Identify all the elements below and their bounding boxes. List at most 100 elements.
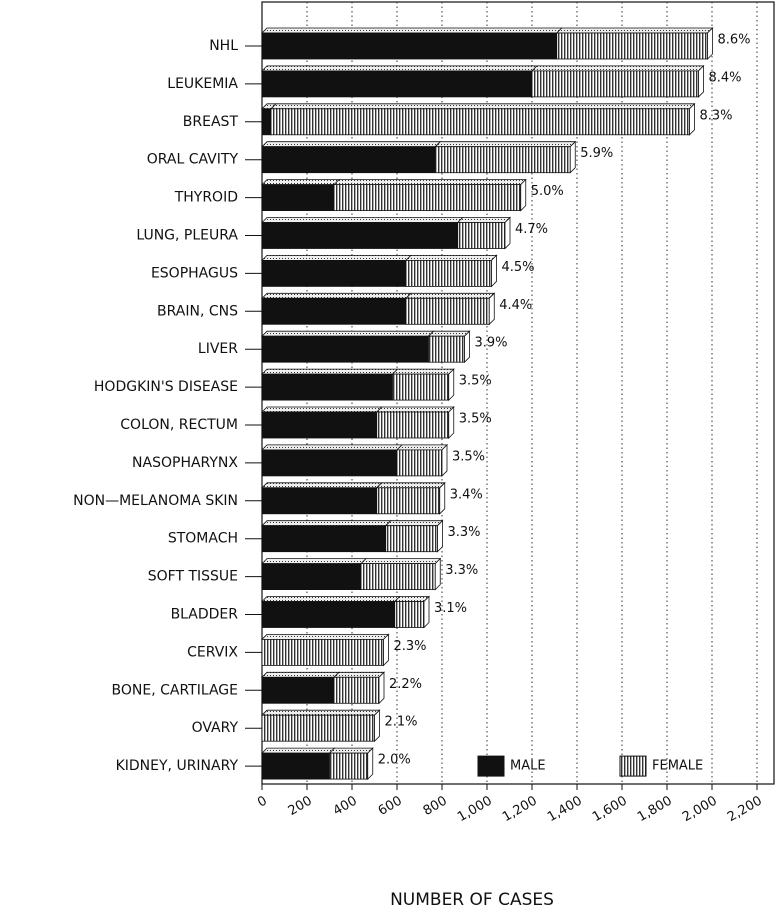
bar-side xyxy=(520,178,527,212)
bar xyxy=(270,108,690,136)
bar-top xyxy=(384,520,444,527)
annotation: 8.6% xyxy=(718,33,751,48)
bar xyxy=(261,563,362,590)
bar-side xyxy=(448,406,455,439)
x-tick-label: 2,200 xyxy=(725,794,765,826)
bar-top xyxy=(360,558,442,564)
x-tick-label: 1,400 xyxy=(545,794,585,826)
bar-top xyxy=(261,330,435,337)
bar xyxy=(360,563,436,590)
y-tick-label: STOMACH xyxy=(168,531,238,547)
bar xyxy=(261,601,396,628)
annotation: 3.1% xyxy=(434,601,467,616)
annotation: 3.3% xyxy=(448,525,481,540)
y-tick-label: SOFT TISSUE xyxy=(148,569,238,585)
bar-top xyxy=(328,747,374,754)
x-tick-label: 400 xyxy=(331,794,360,819)
bar-top xyxy=(261,406,383,413)
bar-top xyxy=(261,254,412,261)
bar xyxy=(261,676,335,704)
bar-side xyxy=(488,292,495,326)
bar-top xyxy=(396,444,448,451)
bar-top xyxy=(261,179,340,186)
bar-top xyxy=(261,65,538,72)
bar-top xyxy=(393,596,430,602)
bar-top xyxy=(405,292,496,299)
y-tick-label: ORAL CAVITY xyxy=(147,152,239,168)
annotation: 3.3% xyxy=(445,563,478,578)
annotation: 3.9% xyxy=(475,336,508,351)
bar xyxy=(261,108,272,136)
bar-top xyxy=(427,330,471,337)
x-tick-label: 0 xyxy=(255,794,270,811)
bar xyxy=(261,184,335,212)
bar xyxy=(394,601,425,628)
bar xyxy=(428,335,465,363)
y-tick-label: BRAIN, CNS xyxy=(157,303,238,319)
annotation: 2.0% xyxy=(378,753,411,768)
bar-top xyxy=(333,671,385,678)
bar xyxy=(531,70,699,98)
bar-top xyxy=(261,520,392,527)
y-tick-label: CERVIX xyxy=(187,644,238,660)
x-tick-label: 1,200 xyxy=(500,794,540,826)
bar xyxy=(261,373,393,401)
x-axis-title: NUMBER OF CASES xyxy=(390,890,554,910)
legend-swatch xyxy=(477,755,505,777)
y-tick-label: NON—MELANOMA SKIN xyxy=(73,493,238,509)
bar xyxy=(261,335,429,363)
y-tick-label: NHL xyxy=(209,38,238,54)
bar xyxy=(261,70,533,98)
bar-top xyxy=(270,103,696,110)
x-tick-label: 1,000 xyxy=(455,794,495,826)
bar xyxy=(329,752,369,780)
bar-top xyxy=(261,558,367,564)
bar-top xyxy=(375,406,455,413)
bar xyxy=(376,487,441,515)
annotation: 3.4% xyxy=(450,487,483,502)
bar xyxy=(261,259,407,287)
x-tick-label: 200 xyxy=(286,794,315,819)
bar xyxy=(261,525,387,553)
bar-top xyxy=(261,596,401,602)
x-tick-label: 600 xyxy=(376,794,405,819)
bar-side xyxy=(464,330,470,364)
bar xyxy=(261,752,330,780)
legend-label: MALE xyxy=(510,759,546,774)
annotation: 2.2% xyxy=(389,677,422,692)
bar-side xyxy=(491,254,497,288)
bar xyxy=(261,222,459,249)
bar-top xyxy=(261,27,563,34)
bar-top xyxy=(405,254,498,261)
annotation: 8.3% xyxy=(700,108,733,123)
bar xyxy=(405,297,490,325)
legend-swatch xyxy=(619,755,647,777)
bar-side xyxy=(423,595,430,629)
y-tick-label: OVARY xyxy=(192,720,239,736)
bar-side xyxy=(448,368,455,402)
bar-top xyxy=(261,217,464,223)
bar xyxy=(333,676,380,704)
bar-top xyxy=(434,141,577,148)
annotation: 4.7% xyxy=(515,222,548,237)
annotation: 3.5% xyxy=(459,412,492,427)
x-tick-label: 800 xyxy=(421,794,450,819)
bar xyxy=(385,525,438,553)
bar xyxy=(392,373,450,401)
bar xyxy=(376,411,450,439)
annotation: 5.0% xyxy=(531,184,564,199)
y-tick-label: COLON, RECTUM xyxy=(120,417,238,433)
bar-top xyxy=(261,141,442,148)
y-tick-label: LEUKEMIA xyxy=(167,76,238,92)
x-tick-label: 1,800 xyxy=(635,794,675,826)
bar-side xyxy=(383,633,389,667)
y-tick-label: KIDNEY, URINARY xyxy=(116,758,239,774)
annotation: 4.5% xyxy=(502,260,535,275)
y-tick-label: LIVER xyxy=(198,341,238,357)
y-tick-label: ESOPHAGUS xyxy=(151,265,238,281)
bar xyxy=(556,32,708,60)
bar-side xyxy=(569,140,576,174)
bar xyxy=(261,714,375,742)
bar xyxy=(261,297,407,325)
